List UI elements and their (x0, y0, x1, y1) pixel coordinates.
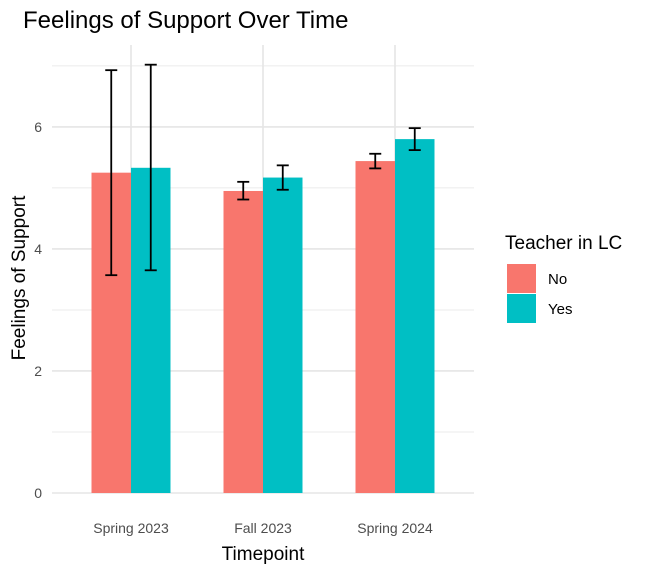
legend: Teacher in LC No Yes (505, 233, 622, 323)
x-axis-label: Timepoint (222, 544, 305, 565)
x-tick-label: Fall 2023 (234, 520, 292, 536)
x-tick-label: Spring 2024 (357, 520, 433, 536)
x-tick-label: Spring 2023 (93, 520, 169, 536)
y-axis-label: Feelings of Support (9, 195, 30, 360)
y-tick-label: 2 (34, 363, 42, 379)
y-axis-ticks: 0 2 4 6 (34, 119, 42, 501)
bars-layer (91, 139, 435, 494)
bar-no-fall-2023 (223, 190, 263, 493)
legend-swatch-yes (507, 294, 536, 323)
legend-title: Teacher in LC (505, 233, 622, 254)
y-tick-label: 6 (34, 119, 42, 135)
chart-title: Feelings of Support Over Time (23, 7, 348, 34)
bar-yes-spring-2024 (395, 139, 435, 494)
legend-label-yes: Yes (548, 301, 572, 318)
y-tick-label: 0 (34, 485, 42, 501)
x-axis-ticks: Spring 2023 Fall 2023 Spring 2024 (93, 520, 433, 536)
legend-label-no: No (548, 271, 567, 288)
legend-items: No Yes (507, 264, 572, 323)
bar-no-spring-2024 (355, 161, 395, 494)
bar-yes-fall-2023 (263, 177, 303, 493)
y-tick-label: 4 (34, 241, 42, 257)
error-bars-layer (105, 63, 421, 277)
legend-swatch-no (507, 264, 536, 293)
